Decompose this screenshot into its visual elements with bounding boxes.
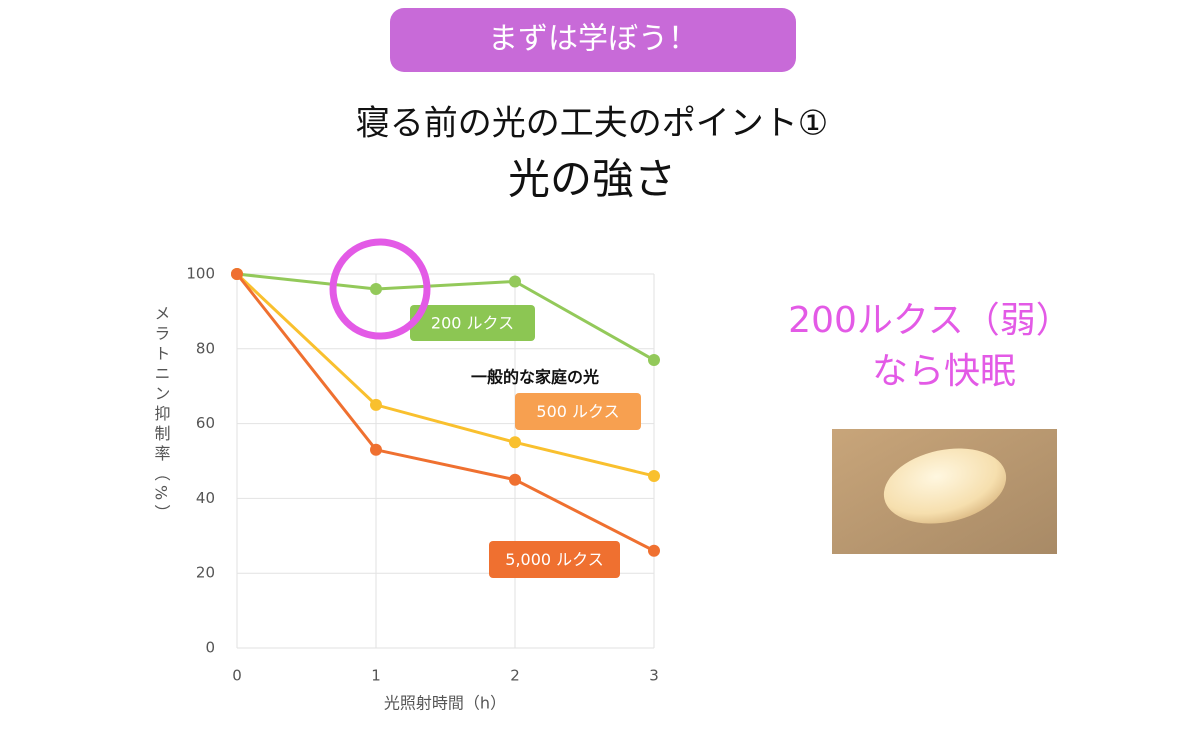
y-tick-label: 20	[196, 564, 215, 582]
x-tick-label: 2	[510, 667, 520, 685]
legend-box	[489, 541, 620, 578]
chart: 0 20 40 60 80 100 0 1 2 3 光照射時間（h） メラトニン抑制率（%） 一般的な家…	[152, 265, 660, 713]
y-tick-label: 60	[196, 414, 215, 432]
lamp	[883, 448, 1007, 524]
y-tick-label: 40	[196, 489, 215, 507]
legend-label: 5,000 ルクス	[505, 550, 603, 569]
annotation: 一般的な家庭の光	[471, 368, 599, 387]
legend-label: 500 ルクス	[536, 402, 619, 421]
photo	[832, 429, 1057, 554]
point	[370, 282, 382, 295]
badge-text: まずは学ぼう！	[488, 22, 698, 57]
point	[648, 354, 660, 367]
y-tick-label: 80	[196, 339, 215, 357]
highlight-circle	[329, 238, 431, 340]
x-axis-label: 光照射時間（h）	[384, 694, 506, 713]
y-tick-label: 0	[205, 639, 215, 657]
series-line	[235, 273, 655, 553]
badge	[390, 8, 796, 72]
x-tick-label: 0	[232, 667, 242, 685]
point	[648, 469, 660, 482]
note: 200ルクス（弱）	[788, 300, 1072, 341]
y-tick-label: 100	[186, 265, 215, 283]
title: 寝る前の光の工夫のポイント①	[356, 104, 828, 144]
x-tick-label: 1	[371, 667, 381, 685]
series-line	[236, 272, 655, 362]
point	[509, 473, 521, 486]
point	[509, 275, 521, 288]
point	[231, 268, 243, 280]
x-tick-label: 3	[649, 667, 659, 685]
series-line	[235, 272, 655, 478]
point	[370, 443, 382, 456]
y-axis-label: メラトニン抑制率（%）	[152, 305, 171, 524]
point	[509, 436, 521, 449]
legend-label: 200 ルクス	[431, 314, 514, 333]
note: なら快眠	[872, 351, 1016, 392]
subtitle: 光の強さ	[508, 155, 676, 204]
legend-box	[410, 305, 535, 341]
point	[370, 398, 382, 411]
point	[648, 544, 660, 557]
legend-box	[515, 393, 641, 430]
